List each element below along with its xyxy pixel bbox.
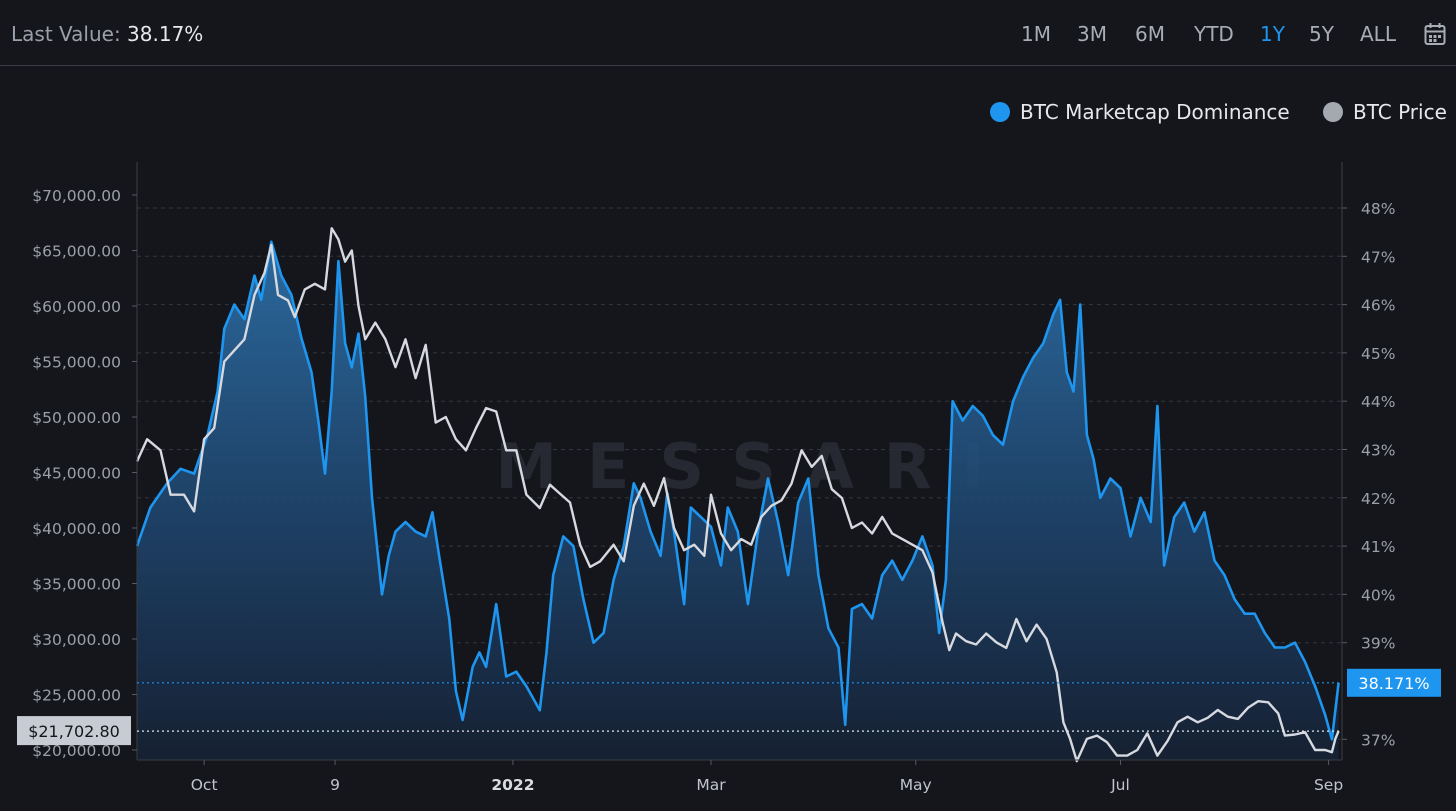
x-tick-label: May [900, 776, 932, 794]
x-tick-label: 9 [330, 776, 340, 794]
left-tick-label: $35,000.00 [32, 576, 121, 594]
legend-label-dominance: BTC Marketcap Dominance [1020, 100, 1290, 124]
left-tick-label: $60,000.00 [32, 298, 121, 316]
chart-legend: BTC Marketcap Dominance BTC Price [0, 100, 1456, 128]
right-tick-label: 48% [1361, 200, 1395, 218]
right-tick-label: 43% [1361, 442, 1395, 460]
legend-label-price: BTC Price [1353, 100, 1447, 124]
x-tick-label: Sep [1314, 776, 1343, 794]
range-button-all[interactable]: ALL [1360, 22, 1396, 46]
left-tick-label: $20,000.00 [32, 742, 121, 760]
left-tick-label: $25,000.00 [32, 687, 121, 705]
left-tick-label: $70,000.00 [32, 187, 121, 205]
x-tick-label: Mar [696, 776, 726, 794]
axes-layer: 48% 47% 46% 45% 44% 43% 42% 41% 40% 39% 37% $70,000… [32, 162, 1395, 794]
top-bar: Last Value: 38.17% 1M 3M 6M YTD 1Y 5Y ALL [0, 0, 1456, 66]
x-tick-label: Oct [191, 776, 218, 794]
right-tick-label: 45% [1361, 345, 1395, 363]
markers-layer: 38.171% $21,702.80 [17, 668, 1441, 746]
right-tick-label: 47% [1361, 248, 1395, 266]
range-button-3m[interactable]: 3M [1077, 22, 1107, 46]
right-tick-label: 39% [1361, 635, 1395, 653]
dominance-area [137, 241, 1339, 761]
right-tick-label: 40% [1361, 586, 1395, 604]
right-tick-label: 37% [1361, 731, 1395, 749]
dominance-area-layer [137, 241, 1339, 761]
range-button-1m[interactable]: 1M [1021, 22, 1051, 46]
left-tick-label: $40,000.00 [32, 520, 121, 538]
left-tick-label: $45,000.00 [32, 465, 121, 483]
calendar-icon[interactable] [1424, 22, 1446, 46]
legend-item-price[interactable]: BTC Price [1323, 100, 1447, 124]
price-line [135, 227, 1340, 763]
legend-item-dominance[interactable]: BTC Marketcap Dominance [990, 100, 1290, 124]
dominance-line [135, 240, 1340, 741]
left-tick-label: $55,000.00 [32, 354, 121, 372]
left-tick-label: $65,000.00 [32, 243, 121, 261]
watermark: MESSARI [495, 430, 1014, 503]
right-tick-label: 44% [1361, 393, 1395, 411]
right-tick-label: 41% [1361, 538, 1395, 556]
x-tick-label: Jul [1110, 776, 1130, 794]
right-tick-label: 42% [1361, 490, 1395, 508]
right-tick-label: 46% [1361, 297, 1395, 315]
left-tick-label: $50,000.00 [32, 409, 121, 427]
legend-dot-price [1323, 102, 1343, 122]
range-button-5y[interactable]: 5Y [1309, 22, 1334, 46]
x-tick-label: 2022 [491, 776, 534, 794]
left-tick-label: $30,000.00 [32, 631, 121, 649]
dominance-marker-label: 38.171% [1358, 674, 1429, 693]
last-value-label: Last Value: [11, 22, 121, 46]
price-marker-label: $21,702.80 [28, 722, 120, 741]
price-marker-bg [17, 716, 131, 746]
range-button-1y[interactable]: 1Y [1260, 22, 1285, 46]
last-value: Last Value: 38.17% [11, 22, 203, 46]
legend-dot-dominance [990, 102, 1010, 122]
dominance-marker-bg [1347, 668, 1441, 697]
series-lines-layer [135, 227, 1340, 763]
range-button-ytd[interactable]: YTD [1194, 22, 1234, 46]
range-button-6m[interactable]: 6M [1135, 22, 1165, 46]
last-value-number: 38.17% [127, 22, 204, 46]
